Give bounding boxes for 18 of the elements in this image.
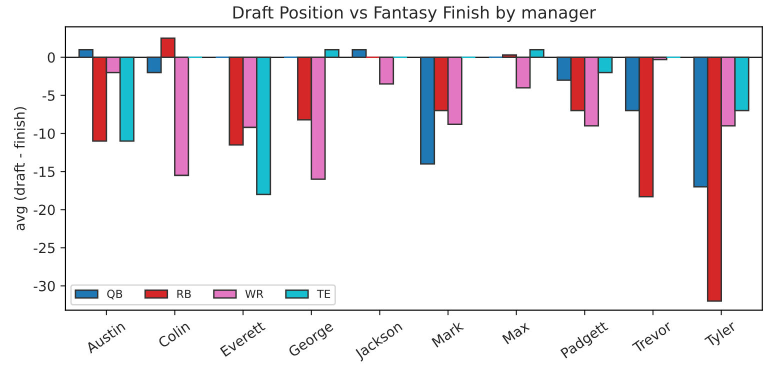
legend-label: RB (177, 290, 191, 298)
legend-label: TE (316, 290, 330, 298)
bar (352, 48, 367, 58)
legend-label: WR (245, 290, 264, 298)
y-tick-label: -5 (42, 90, 55, 101)
x-tick-label: Tyler (704, 320, 739, 350)
y-tick-label: -10 (34, 128, 55, 139)
y-axis-title: avg (draft - finish) (14, 107, 28, 230)
chart-title: Draft Position vs Fantasy Finish by manager (233, 6, 596, 22)
x-tick-label: Max (502, 320, 530, 344)
y-tick-label: -20 (34, 204, 55, 216)
y-tick-label: -30 (34, 280, 55, 292)
y-tick-label: -15 (34, 166, 55, 178)
y-tick-label: -25 (34, 242, 55, 254)
legend-label: QB (107, 290, 122, 300)
bar (379, 56, 394, 85)
x-tick-label: Colin (157, 320, 190, 348)
y-tick-label: 0 (48, 52, 55, 63)
